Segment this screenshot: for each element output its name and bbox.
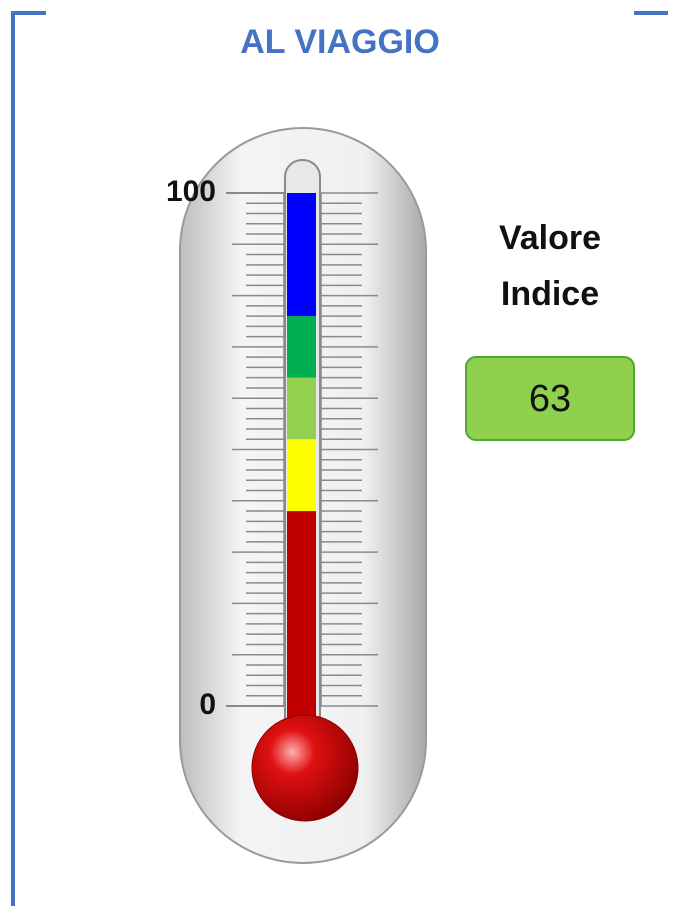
y-tick-label: 0 <box>199 688 216 721</box>
band <box>287 316 316 378</box>
band <box>287 511 316 736</box>
y-tick-label: 100 <box>166 175 216 208</box>
chart-title: AL VIAGGIO <box>240 23 440 61</box>
frame <box>11 11 668 906</box>
indicator-label: Valore Indice <box>499 219 601 313</box>
band <box>287 193 316 317</box>
band <box>287 439 316 512</box>
band <box>287 377 316 440</box>
thermometer-bulb <box>251 714 359 822</box>
scale-lines <box>232 192 378 707</box>
indicator-value: 63 <box>529 378 571 420</box>
indicator-box <box>465 356 635 441</box>
